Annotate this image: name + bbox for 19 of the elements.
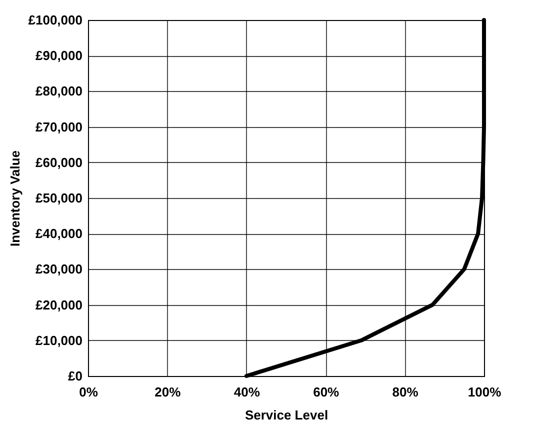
x-tick-label: 80% <box>392 384 419 400</box>
x-tick-label: 20% <box>154 384 182 400</box>
x-tick-label: 60% <box>313 384 340 400</box>
x-tick-label: 0% <box>79 384 98 400</box>
x-tick-label: 100% <box>468 384 502 400</box>
x-axis-title: Service Level <box>244 408 328 422</box>
y-tick-label: £60,000 <box>36 154 82 170</box>
y-tick-label: £10,000 <box>36 332 82 348</box>
y-tick-label: £90,000 <box>36 48 82 64</box>
x-tick-label: 40% <box>234 384 260 400</box>
y-tick-label: £50,000 <box>36 190 82 206</box>
y-tick-label: £30,000 <box>36 262 82 277</box>
y-tick-label: £40,000 <box>36 226 82 242</box>
y-tick-label: £0 <box>68 368 82 384</box>
y-tick-label: £80,000 <box>36 84 82 99</box>
y-axis-title: Inventory Value <box>7 150 22 247</box>
y-tick-label: £20,000 <box>36 297 82 312</box>
y-tick-label: £70,000 <box>36 119 82 134</box>
y-tick-label: £100,000 <box>28 12 82 28</box>
